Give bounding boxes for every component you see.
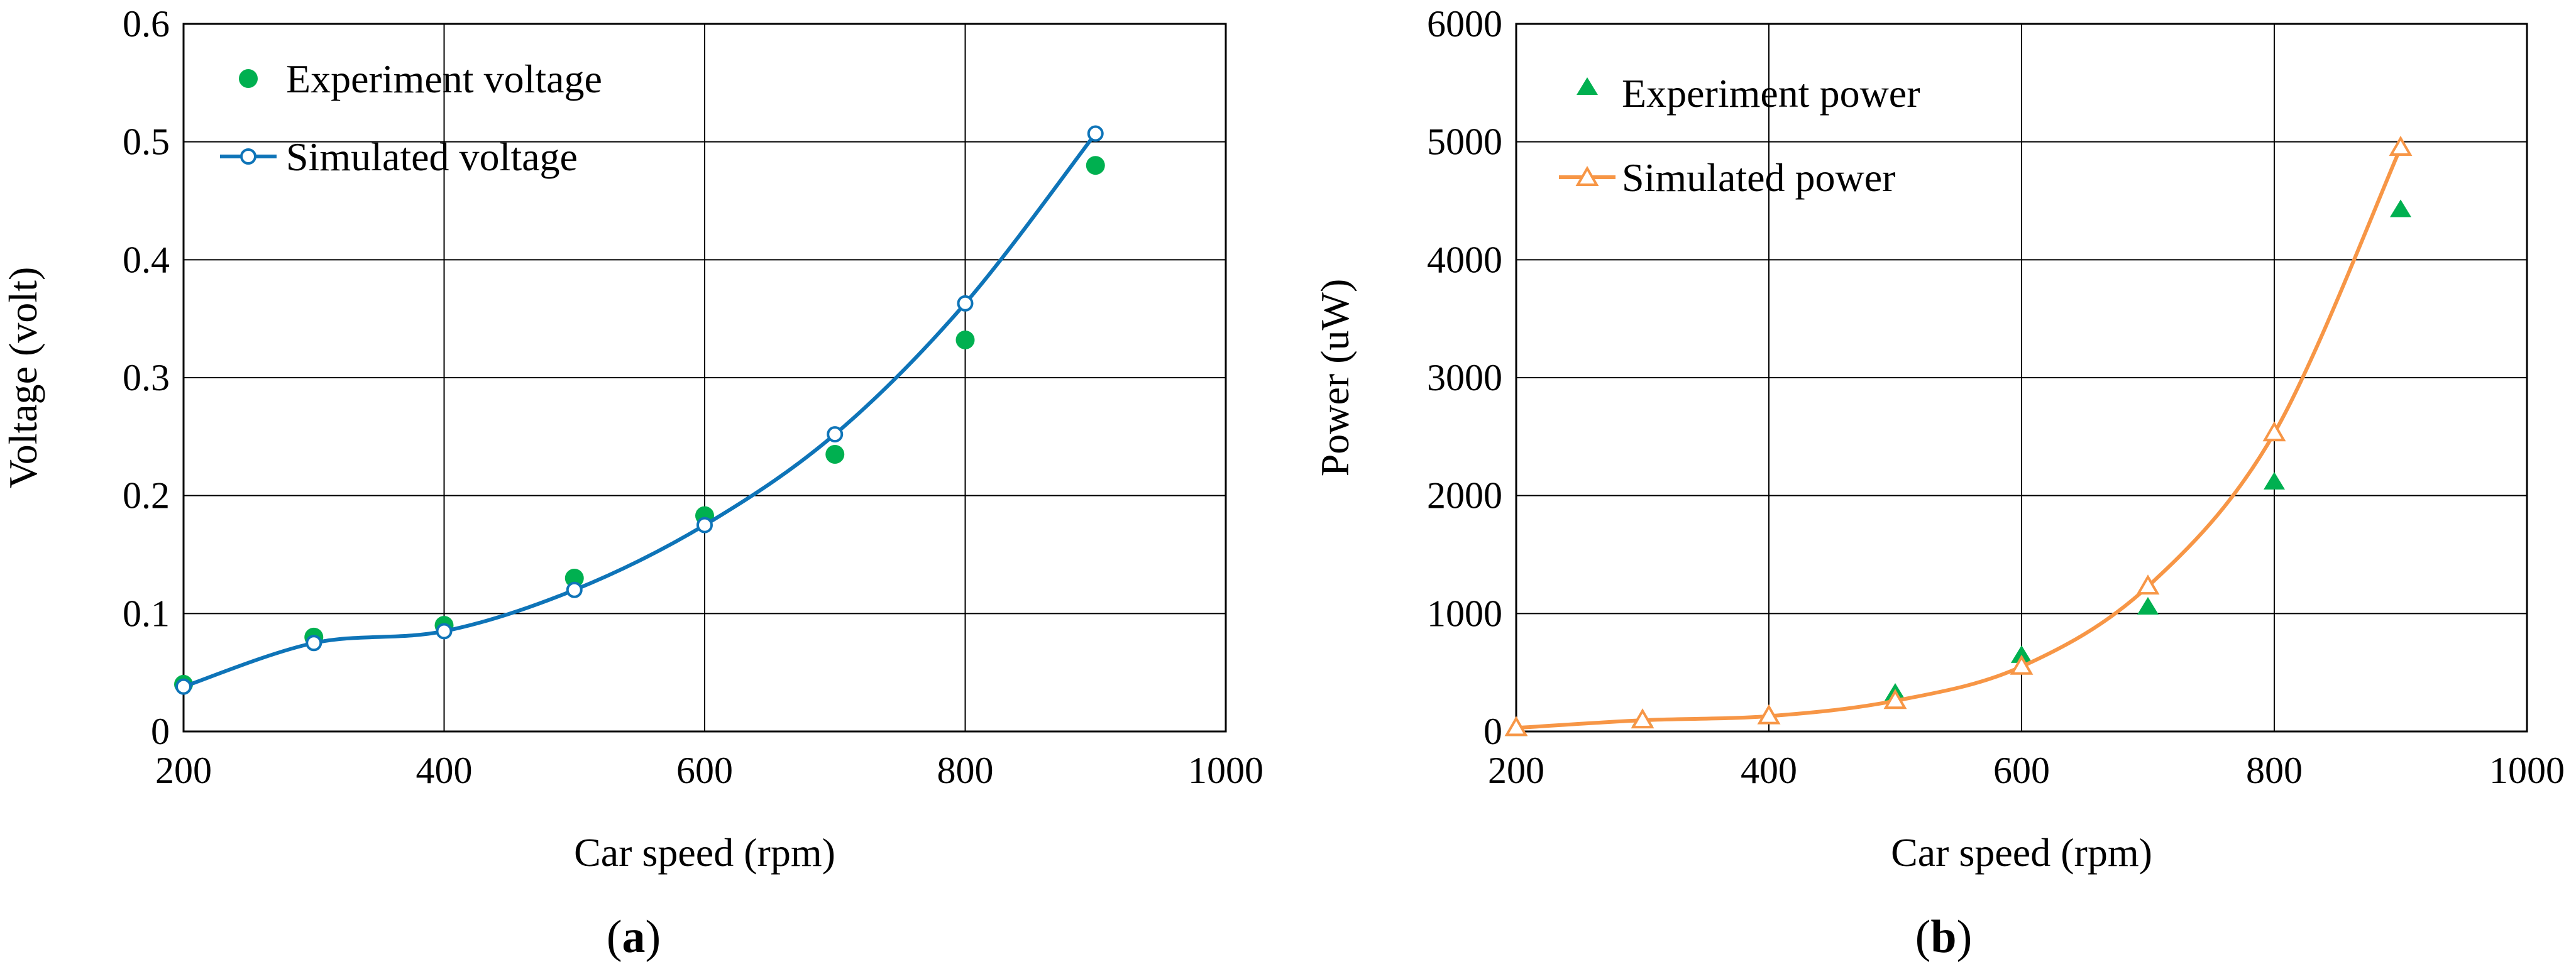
data-point (2011, 645, 2032, 663)
data-point (2010, 654, 2034, 675)
series-simulated-power (1504, 136, 2413, 736)
x-tick-label: 1000 (1188, 750, 1263, 791)
data-point (696, 517, 713, 534)
data-point (957, 295, 974, 312)
series-simulated-voltage (175, 125, 1104, 695)
data-point (1631, 708, 1654, 729)
data-point (2390, 199, 2411, 217)
y-tick-label: 6000 (1427, 3, 1502, 45)
panel-label: (b) (1915, 911, 1972, 963)
y-axis-label: Power (uW) (1313, 279, 1357, 477)
series-layer (174, 125, 1105, 695)
x-tick-label: 200 (1488, 750, 1544, 791)
chart-panel-a: 200 400 600 800 1000 0 0.1 0.2 0.3 0.4 0.5 0.6 Car… (1, 3, 1263, 963)
x-axis-label: Car speed (rpm) (1891, 830, 2152, 875)
y-tick-label: 0.3 (123, 357, 170, 398)
legend-marker-experiment-voltage (239, 69, 258, 88)
y-axis-ticks: 0 1000 2000 3000 4000 5000 6000 (1427, 3, 1502, 752)
x-tick-label: 600 (1993, 750, 2050, 791)
data-point (1086, 156, 1105, 175)
x-tick-label: 800 (937, 750, 994, 791)
data-point (1883, 689, 1907, 709)
legend-label-experiment-power: Experiment power (1622, 71, 1920, 116)
x-axis-label: Car speed (rpm) (574, 830, 835, 875)
series-line-simulated-voltage (182, 131, 1098, 689)
legend-label-experiment-voltage: Experiment voltage (286, 57, 602, 101)
legend-marker-simulated-voltage (240, 148, 256, 165)
x-tick-label: 400 (1741, 750, 1797, 791)
series-experiment-power (1505, 199, 2411, 736)
data-point (2136, 574, 2160, 595)
data-point (955, 330, 975, 349)
legend: Experiment voltage Simulated voltage (220, 57, 602, 179)
y-axis-ticks: 0 0.1 0.2 0.3 0.4 0.5 0.6 (123, 3, 170, 752)
legend: Experiment power Simulated power (1559, 71, 1920, 200)
data-point (436, 623, 453, 640)
data-point (1087, 125, 1104, 142)
chart-panel-b: 200 400 600 800 1000 0 1000 2000 3000 4000 5000 60… (1313, 3, 2565, 963)
x-tick-label: 600 (676, 750, 733, 791)
y-tick-label: 1000 (1427, 593, 1502, 634)
legend-marker-experiment-power (1577, 77, 1598, 95)
y-tick-label: 2000 (1427, 475, 1502, 517)
legend-label-simulated-power: Simulated power (1622, 155, 1895, 200)
plot-area-frame (1515, 23, 2528, 733)
y-tick-label: 3000 (1427, 357, 1502, 398)
panel-label: (a) (607, 911, 661, 963)
y-tick-label: 0.2 (123, 475, 170, 517)
data-point (827, 426, 844, 443)
x-tick-label: 800 (2246, 750, 2303, 791)
x-axis-ticks: 200 400 600 800 1000 (1488, 750, 2565, 791)
y-tick-label: 0.5 (123, 121, 170, 163)
y-tick-label: 0.4 (123, 239, 170, 280)
series-layer (1504, 136, 2413, 736)
data-point (2137, 596, 2159, 615)
gridlines (1516, 24, 2527, 731)
data-point (564, 569, 584, 588)
x-tick-label: 400 (416, 750, 473, 791)
plot-area-frame (182, 23, 1227, 733)
x-axis-ticks: 200 400 600 800 1000 (155, 750, 1263, 791)
data-point (566, 581, 583, 598)
y-tick-label: 0 (1483, 711, 1502, 752)
data-point (2262, 421, 2286, 442)
y-tick-label: 5000 (1427, 121, 1502, 163)
data-point (1504, 716, 1528, 736)
data-point (305, 635, 322, 652)
y-axis-label: Voltage (volt) (1, 267, 45, 489)
series-line-simulated-power (1514, 146, 2403, 730)
legend-label-simulated-voltage: Simulated voltage (286, 134, 578, 179)
data-point (1757, 704, 1781, 725)
y-tick-label: 0.6 (123, 3, 170, 45)
data-point (2264, 472, 2285, 490)
data-point (2389, 136, 2413, 156)
y-tick-label: 4000 (1427, 239, 1502, 280)
x-tick-label: 1000 (2489, 750, 2565, 791)
gridlines (184, 24, 1226, 731)
data-point (175, 678, 192, 695)
legend-marker-simulated-power (1575, 165, 1599, 186)
y-tick-label: 0.1 (123, 593, 170, 634)
y-tick-label: 0 (151, 711, 170, 752)
data-point (825, 444, 845, 464)
x-tick-label: 200 (155, 750, 212, 791)
